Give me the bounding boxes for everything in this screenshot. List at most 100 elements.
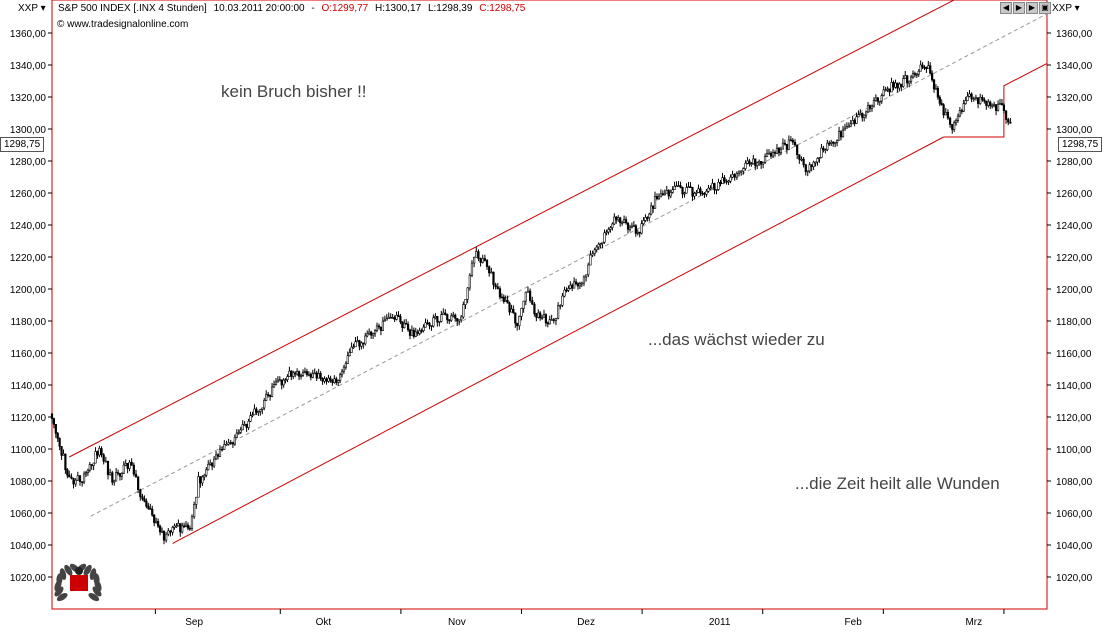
candle-body [197, 476, 200, 498]
candle-body [66, 469, 69, 476]
y-tick-label-right: 1200,00 [1056, 285, 1093, 296]
y-tick-label-left: 1120,00 [11, 413, 47, 424]
candle-body [652, 205, 655, 209]
candle-body [473, 256, 476, 264]
candle-body [526, 290, 530, 293]
candle-body [416, 331, 419, 334]
candle-body [964, 100, 967, 104]
candle-body [500, 296, 503, 299]
candle-body [756, 162, 759, 166]
candle-body [921, 64, 924, 68]
candle-body [989, 101, 992, 106]
candle-body [155, 520, 158, 523]
candle-body [74, 479, 77, 485]
wreath-logo [54, 563, 102, 602]
candle-body [771, 152, 775, 157]
candle-body [535, 313, 538, 318]
candle-body [683, 192, 686, 195]
candle-body [845, 126, 849, 129]
candle-body [405, 323, 408, 325]
candle-body [377, 325, 381, 328]
scroll-end-icon[interactable]: ▶ [1026, 2, 1038, 14]
candle-body [116, 472, 120, 474]
candle-body [974, 97, 978, 100]
close-value: C:1298,75 [479, 3, 526, 14]
zoom-icon[interactable]: ▣ [1039, 2, 1051, 14]
x-tick-label: Okt [316, 617, 332, 628]
candle-body [1004, 110, 1008, 120]
y-tick-label-left: 1200,00 [10, 285, 47, 296]
candle-body [335, 378, 338, 383]
candle-body [239, 429, 242, 433]
candle-body [890, 82, 893, 93]
candle-body [650, 205, 653, 215]
candle-body [699, 188, 702, 194]
scroll-right-icon[interactable]: ▶ [1013, 2, 1025, 14]
candle-body [721, 177, 724, 185]
candle-body [966, 96, 969, 101]
candle-body [578, 283, 581, 287]
x-tick-label: Nov [448, 617, 466, 628]
symbol-selector-right[interactable]: XXP ▾ [1052, 3, 1080, 14]
candle-body [296, 371, 299, 375]
candle-body [713, 183, 716, 191]
candle-body [297, 371, 301, 377]
candle-body [96, 451, 99, 456]
candle-body [599, 243, 602, 245]
scroll-left-icon[interactable]: ◀ [1000, 2, 1012, 14]
candle-body [888, 88, 891, 93]
candle-body [746, 160, 749, 164]
candle-body [769, 152, 773, 157]
candle-body [837, 131, 841, 141]
candle-body [853, 120, 856, 124]
candle-body [331, 380, 334, 383]
symbol-selector-left[interactable]: XXP ▾ [18, 3, 46, 14]
candle-body [132, 464, 135, 475]
candle-body [822, 147, 825, 151]
candle-body [157, 520, 160, 527]
candle-body [615, 216, 618, 221]
candle-body [593, 249, 596, 254]
candle-body [305, 371, 309, 375]
candle-body [762, 161, 765, 165]
candle-body [481, 258, 484, 263]
y-tick-label-left: 1280,00 [10, 157, 47, 168]
candle-body [147, 505, 150, 509]
candle-body [876, 97, 879, 102]
y-tick-label-left: 1360,00 [10, 29, 47, 40]
candle-body [267, 394, 270, 396]
y-tick-label-left: 1240,00 [10, 221, 47, 232]
candle-body [247, 420, 250, 428]
candle-body [90, 464, 93, 466]
candle-body [381, 320, 384, 331]
candle-body [993, 104, 996, 106]
candle-body [703, 192, 706, 195]
candle-body [744, 162, 747, 169]
candle-body [356, 340, 359, 343]
annotation-no-break: kein Bruch bisher !! [221, 82, 367, 101]
y-tick-label-right: 1100,00 [1056, 445, 1092, 456]
candle-body [299, 375, 303, 377]
candle-body [492, 271, 495, 286]
candle-body [983, 99, 986, 102]
candle-body [925, 66, 928, 70]
candle-body [931, 72, 934, 81]
candle-body [693, 193, 696, 197]
candle-body [723, 177, 726, 182]
candle-body [634, 225, 637, 234]
candle-body [452, 314, 455, 317]
candle-body [981, 97, 984, 100]
candle-body [621, 222, 624, 224]
y-tick-label-right: 1120,00 [1056, 413, 1092, 424]
candle-body [414, 331, 417, 337]
channel-lower-line [172, 136, 944, 544]
candle-body [393, 317, 396, 320]
candle-body [207, 464, 210, 471]
candle-body [311, 373, 314, 378]
candle-body [315, 372, 318, 379]
candle-body [498, 288, 502, 298]
candle-body [106, 460, 110, 476]
candle-body [727, 180, 730, 183]
candle-body [223, 444, 226, 450]
candle-body [748, 160, 751, 165]
